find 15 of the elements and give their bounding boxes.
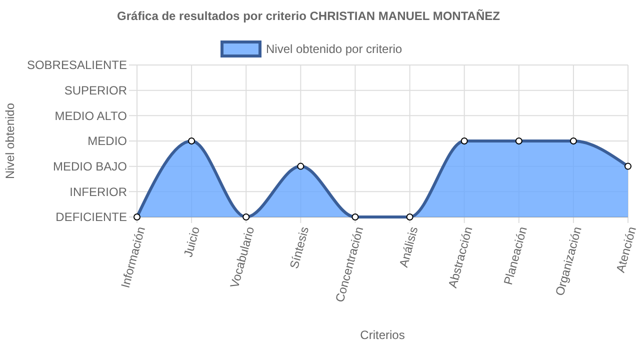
x-tick-label: Análisis — [396, 225, 421, 269]
chart-title: Gráfica de resultados por criterio CHRISTIAN MANUEL MONTAÑEZ — [117, 9, 500, 23]
x-tick-label: Atención — [613, 225, 637, 274]
x-tick-label: Juicio — [181, 224, 203, 259]
category-label: SUPERIOR — [64, 84, 127, 98]
category-label: INFERIOR — [70, 184, 127, 199]
category-label: MEDIO — [88, 134, 127, 148]
category-label: MEDIO BAJO — [52, 160, 127, 174]
text: Nivel obtenido — [3, 102, 17, 180]
category-label: DEFICIENTE — [56, 210, 127, 224]
category-label: SOBRESALIENTE — [26, 58, 127, 72]
x-tick-label: Síntesis — [287, 225, 312, 270]
category-label: MEDIO ALTO — [54, 108, 127, 123]
x-axis-title: Criterios — [360, 328, 405, 342]
legend-label: Nivel obtenido por criterio — [266, 42, 402, 56]
